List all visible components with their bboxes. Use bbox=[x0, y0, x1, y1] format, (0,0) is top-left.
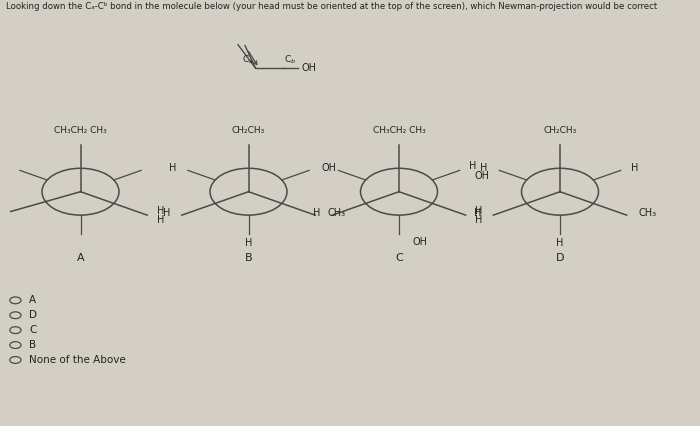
Text: CH₃CH₂ CH₃: CH₃CH₂ CH₃ bbox=[54, 127, 107, 135]
Text: CH₃: CH₃ bbox=[638, 208, 657, 218]
Text: CH₃: CH₃ bbox=[327, 208, 345, 218]
Text: A: A bbox=[29, 295, 36, 305]
Text: Looking down the Cₐ-Cᵇ bond in the molecule below (your head must be oriented at: Looking down the Cₐ-Cᵇ bond in the molec… bbox=[6, 2, 657, 11]
Text: OH: OH bbox=[475, 170, 489, 181]
Text: H: H bbox=[162, 208, 170, 218]
Text: H: H bbox=[313, 208, 321, 218]
Text: C$_b$: C$_b$ bbox=[284, 54, 296, 66]
Text: OH: OH bbox=[412, 237, 428, 247]
Text: H: H bbox=[474, 208, 482, 218]
Text: H: H bbox=[480, 163, 488, 173]
Text: None of the Above: None of the Above bbox=[29, 355, 126, 365]
Text: H: H bbox=[556, 238, 564, 248]
Text: CH₂CH₃: CH₂CH₃ bbox=[232, 127, 265, 135]
Text: D: D bbox=[29, 310, 37, 320]
Text: CH₃CH₂ CH₃: CH₃CH₂ CH₃ bbox=[372, 127, 426, 135]
Text: B: B bbox=[29, 340, 36, 350]
Text: C: C bbox=[29, 325, 37, 335]
Text: A: A bbox=[77, 253, 84, 263]
Text: H: H bbox=[475, 215, 482, 225]
Text: OH: OH bbox=[321, 163, 336, 173]
Text: C$_a$: C$_a$ bbox=[242, 54, 254, 66]
Text: H: H bbox=[475, 206, 482, 216]
Text: H: H bbox=[468, 161, 476, 171]
Text: CH₂CH₃: CH₂CH₃ bbox=[543, 127, 577, 135]
Text: H: H bbox=[245, 238, 252, 248]
Text: D: D bbox=[556, 253, 564, 263]
Text: H: H bbox=[631, 163, 638, 173]
Text: B: B bbox=[245, 253, 252, 263]
Text: OH: OH bbox=[301, 63, 316, 73]
Text: H: H bbox=[158, 206, 165, 216]
Text: H: H bbox=[158, 215, 165, 225]
Text: H: H bbox=[169, 163, 176, 173]
Text: C: C bbox=[395, 253, 403, 263]
